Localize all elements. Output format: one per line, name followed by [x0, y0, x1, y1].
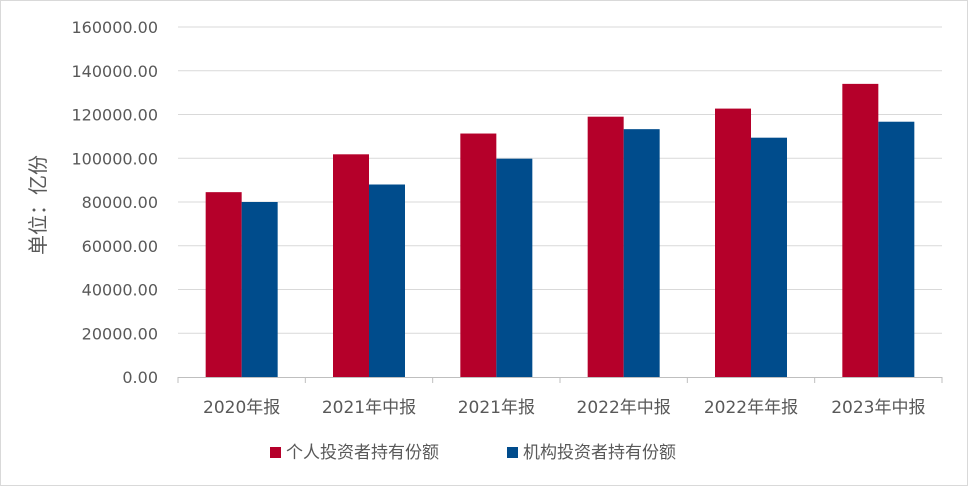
y-tick-label: 160000.00	[71, 18, 158, 37]
bar	[587, 116, 624, 377]
x-tick-label: 2022年年报	[704, 398, 798, 418]
y-tick-label: 0.00	[122, 368, 158, 387]
x-tick-labels: 2020年报 2021年中报 2021年报 2022年中报 2022年年报 2023年中报	[203, 398, 925, 418]
legend-swatch	[507, 447, 518, 458]
legend-label: 个人投资者持有份额	[286, 443, 439, 463]
bar	[842, 83, 879, 377]
bar	[241, 202, 278, 377]
y-tick-label: 60000.00	[82, 237, 158, 256]
legend-swatch	[270, 447, 281, 458]
x-tick-label: 2021年报	[458, 398, 535, 418]
bar	[878, 121, 915, 377]
legend: 个人投资者持有份额 机构投资者持有份额	[270, 443, 676, 463]
y-tick-label: 120000.00	[71, 106, 158, 125]
x-tick-label: 2023年中报	[831, 398, 925, 418]
bar	[751, 137, 787, 377]
legend-label: 机构投资者持有份额	[523, 443, 676, 463]
x-tick-label: 2022年中报	[577, 398, 671, 418]
x-tick-label: 2021年中报	[322, 398, 416, 418]
y-axis-label: 单位：亿份	[26, 155, 50, 255]
y-tick-label: 100000.00	[71, 149, 158, 168]
bar	[623, 129, 660, 377]
x-tick-label: 2020年报	[203, 398, 280, 418]
bar	[205, 192, 242, 377]
axis	[177, 377, 943, 383]
y-tick-labels: 0.00 20000.00 40000.00 60000.00 80000.00 1000…	[71, 18, 158, 387]
bar	[496, 158, 533, 377]
bar-series	[205, 83, 915, 377]
y-tick-label: 20000.00	[82, 324, 158, 343]
y-tick-label: 140000.00	[71, 62, 158, 81]
bar	[369, 184, 405, 377]
bar	[715, 108, 751, 377]
y-tick-label: 40000.00	[82, 281, 158, 300]
bar	[333, 154, 369, 377]
bar	[460, 133, 497, 377]
gridlines	[178, 26, 942, 334]
y-tick-label: 80000.00	[82, 193, 158, 212]
